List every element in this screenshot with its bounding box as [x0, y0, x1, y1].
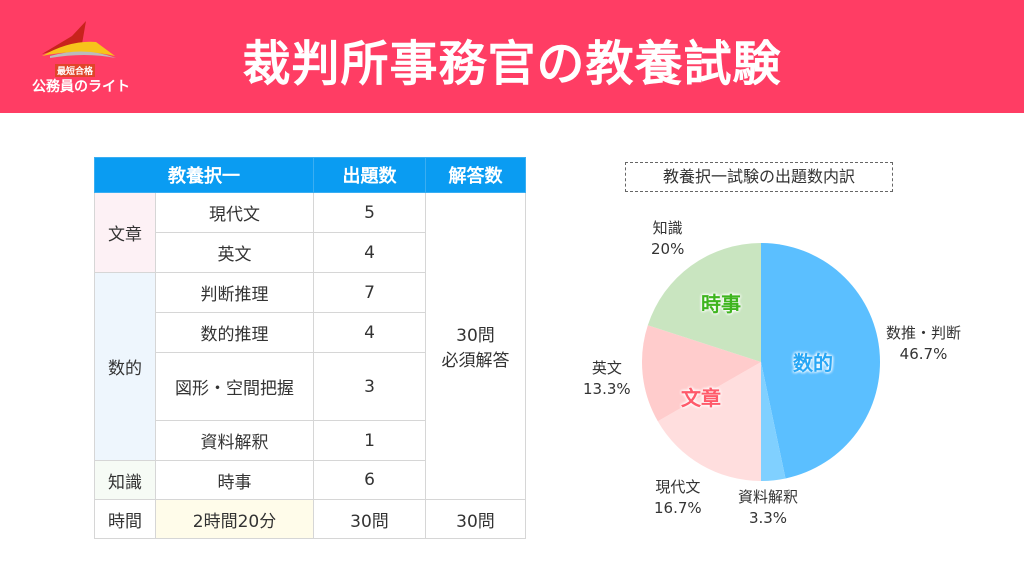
- group-label-suteki: 数的: [793, 351, 833, 375]
- subject-cell: 資料解釈: [155, 420, 314, 461]
- slice-label: 英文 13.3%: [583, 359, 631, 398]
- table-row: 文章 現代文 5 30問 必須解答: [94, 192, 526, 500]
- slice-label: 数推・判断 46.7%: [886, 324, 962, 363]
- page-title: 裁判所事務官の教養試験: [242, 36, 782, 92]
- group-label-jiji: 時事: [701, 292, 741, 316]
- subject-cell: 英文: [155, 232, 314, 273]
- category-cell: 文章: [94, 192, 156, 273]
- count-cell: 4: [313, 312, 426, 353]
- logo: 最短合格 公務員のライト: [30, 16, 135, 96]
- slice-label: 資料解釈 3.3%: [738, 488, 799, 527]
- pie-slice: [642, 325, 761, 422]
- table-row: 英文 4: [95, 232, 526, 273]
- slice-label: 知識 20%: [651, 219, 685, 258]
- chart-title: 教養択一試験の出題数内訳: [625, 162, 893, 192]
- subject-cell: 判断推理: [155, 272, 314, 313]
- header-subject: 教養択一: [94, 157, 314, 193]
- table-header-row: 教養択一 出題数 解答数: [94, 157, 526, 193]
- header-banner: 最短合格 公務員のライト 裁判所事務官の教養試験: [0, 0, 1024, 113]
- subject-cell: 現代文: [155, 192, 314, 233]
- time-answers: 30問: [425, 499, 526, 539]
- table-row: 数的推理 4: [95, 312, 526, 353]
- table-row: 数的 判断推理 7: [94, 272, 526, 461]
- count-cell: 4: [313, 232, 426, 273]
- count-cell: 7: [313, 272, 426, 313]
- slice-label: 現代文 16.7%: [654, 478, 702, 517]
- answer-note-cell: 30問 必須解答: [425, 192, 526, 500]
- pie-slice: [761, 243, 880, 479]
- header-answer: 解答数: [425, 157, 526, 193]
- count-cell: 3: [313, 352, 426, 421]
- count-cell: 5: [313, 192, 426, 233]
- count-cell: 6: [313, 460, 426, 500]
- count-cell: 1: [313, 420, 426, 461]
- table-row: 資料解釈 1: [95, 420, 526, 461]
- pie-slice: [657, 362, 761, 481]
- time-questions: 30問: [313, 499, 426, 539]
- exam-table: 教養択一 出題数 解答数 文章 現代文 5 30問 必須解答 英文 4 数的 判断…: [94, 157, 526, 539]
- time-label: 時間: [94, 499, 156, 539]
- pie-slice: [647, 243, 761, 362]
- group-label-bunsho: 文章: [681, 386, 721, 410]
- table-row: 図形・空間把握 3: [95, 352, 526, 421]
- category-cell: 数的: [94, 272, 156, 461]
- time-row: 時間 2時間20分 30問 30問: [94, 499, 526, 539]
- pie-slice: [761, 362, 786, 481]
- logo-mark-icon: [42, 21, 116, 58]
- subject-cell: 図形・空間把握: [155, 352, 314, 421]
- time-duration: 2時間20分: [155, 499, 314, 539]
